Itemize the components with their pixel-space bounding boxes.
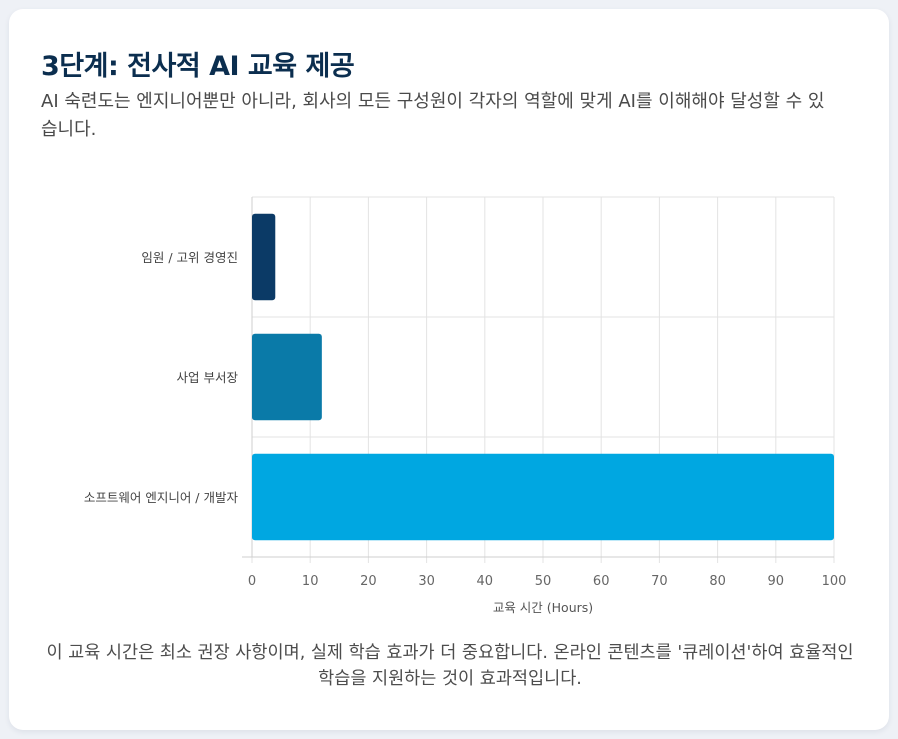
x-tick-label: 100: [822, 574, 847, 589]
x-axis-title: 교육 시간 (Hours): [493, 600, 593, 615]
bar: [252, 213, 276, 301]
page-title: 3단계: 전사적 AI 교육 제공: [41, 51, 355, 82]
x-axis-ticks: 0 10 20 30 40 50 60 70 80 90 100: [248, 574, 847, 589]
x-tick-label: 50: [535, 574, 552, 589]
chart-caption: 이 교육 시간은 최소 권장 사항이며, 실제 학습 효과가 더 중요합니다. …: [46, 643, 854, 689]
y-category-label: 사업 부서장: [177, 370, 239, 385]
x-tick-label: 0: [248, 574, 256, 589]
x-tick-label: 80: [709, 574, 726, 589]
x-tick-label: 10: [302, 574, 319, 589]
x-tick-label: 60: [593, 574, 610, 589]
x-tick-label: 40: [477, 574, 494, 589]
x-tick-label: 70: [651, 574, 668, 589]
y-category-label: 소프트웨어 엔지니어 / 개발자: [84, 490, 239, 505]
bar: [252, 333, 322, 421]
chart-bars: [252, 213, 834, 541]
x-tick-label: 30: [418, 574, 435, 589]
x-tick-label: 20: [360, 574, 377, 589]
y-category-label: 임원 / 고위 경영진: [141, 250, 238, 265]
content-card: [9, 9, 889, 730]
x-tick-label: 90: [768, 574, 785, 589]
bar: [252, 453, 834, 541]
page-subtitle: AI 숙련도는 엔지니어뿐만 아니라, 회사의 모든 구성원이 각자의 역할에 …: [41, 91, 825, 140]
